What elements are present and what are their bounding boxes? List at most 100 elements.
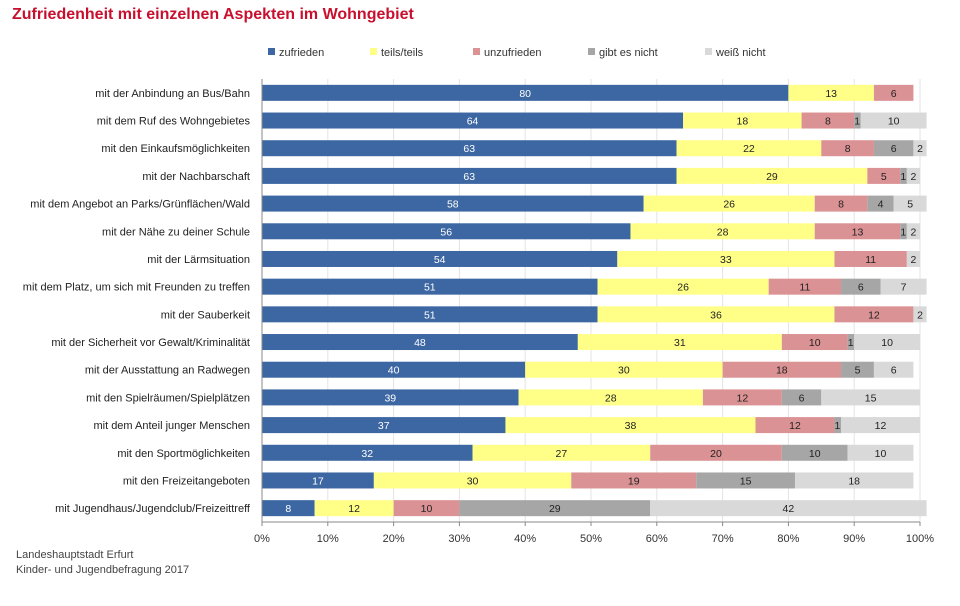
value-label: 2 (917, 143, 923, 155)
value-label: 31 (674, 337, 686, 349)
bar-segment (650, 444, 782, 461)
value-label: 10 (809, 448, 821, 460)
legend-label: unzufrieden (484, 47, 542, 59)
bar-segment (262, 223, 631, 240)
value-label: 37 (378, 420, 390, 432)
x-tick-label: 10% (317, 533, 339, 545)
bar-segment (906, 167, 920, 184)
value-label: 5 (907, 199, 913, 211)
bar-segment (755, 417, 835, 434)
bar-segment (867, 195, 894, 212)
value-label: 10 (881, 337, 893, 349)
bar-segment (650, 500, 927, 517)
bar-segment (505, 417, 756, 434)
category-label: mit den Einkaufsmöglichkeiten (101, 143, 250, 155)
value-label: 51 (424, 282, 436, 294)
value-label: 6 (799, 392, 805, 404)
bar-segment (893, 195, 927, 212)
legend-swatch (268, 48, 275, 55)
category-label: mit dem Ruf des Wohngebietes (97, 116, 251, 128)
bar-segment (262, 167, 677, 184)
bar-segment (841, 361, 874, 378)
bar-segment (597, 306, 835, 323)
value-label: 13 (852, 226, 864, 238)
bar-segment (906, 250, 920, 267)
bar-segment (262, 444, 473, 461)
bar-segment (393, 500, 460, 517)
value-label: 4 (878, 199, 884, 211)
category-label: mit dem Anteil junger Menschen (93, 420, 250, 432)
value-label: 42 (783, 503, 795, 515)
category-label: mit dem Platz, um sich mit Freunden zu t… (23, 282, 250, 294)
value-label: 11 (865, 254, 876, 266)
value-label: 8 (825, 116, 831, 128)
value-label: 10 (809, 337, 821, 349)
value-label: 36 (710, 309, 722, 321)
value-label: 63 (463, 143, 475, 155)
bar-segment (262, 500, 315, 517)
x-tick-label: 90% (843, 533, 865, 545)
category-label: mit der Lärmsituation (147, 254, 250, 266)
value-label: 12 (875, 420, 887, 432)
legend-label: zufrieden (279, 47, 324, 59)
bar-segment (696, 472, 795, 489)
category-label: mit der Sicherheit vor Gewalt/Kriminalit… (51, 337, 250, 349)
bar-segment (525, 361, 723, 378)
value-label: 8 (838, 199, 844, 211)
value-label: 18 (848, 475, 860, 487)
bar-segment (900, 223, 907, 240)
x-tick-label: 70% (712, 533, 734, 545)
x-tick-label: 40% (514, 533, 536, 545)
bar-segment (834, 417, 842, 434)
bar-segment (854, 334, 920, 351)
bar-segment (788, 84, 874, 101)
bar-segment (262, 195, 644, 212)
legend-label: gibt es nicht (599, 47, 658, 59)
bar-segment (801, 112, 855, 129)
value-label: 1 (854, 116, 860, 128)
bar-segment (873, 361, 914, 378)
bar-segment (597, 278, 769, 295)
value-label: 22 (743, 143, 755, 155)
value-label: 54 (434, 254, 446, 266)
bar-segment (643, 195, 815, 212)
chart-title: Zufriedenheit mit einzelnen Aspekten im … (12, 6, 414, 23)
bar-segment (262, 361, 526, 378)
value-label: 20 (710, 448, 722, 460)
legend-label: weiß nicht (715, 47, 766, 59)
bar-segment (262, 334, 578, 351)
bar-segment (722, 361, 842, 378)
source-note: Landeshauptstadt Erfurt Kinder- und Juge… (16, 548, 189, 578)
x-tick-label: 20% (383, 533, 405, 545)
value-label: 6 (891, 88, 897, 100)
bar-segment (860, 112, 927, 129)
value-label: 64 (467, 116, 479, 128)
value-label: 27 (556, 448, 568, 460)
source-line-2: Kinder- und Jugendbefragung 2017 (16, 564, 190, 576)
bar-segment (676, 140, 822, 157)
bar-segment (847, 444, 914, 461)
source-line-1: Landeshauptstadt Erfurt (16, 549, 134, 561)
category-label: mit Jugendhaus/Jugendclub/Freizeittreff (55, 503, 251, 515)
bar-segment (906, 223, 920, 240)
bar-segment (913, 306, 927, 323)
value-label: 10 (875, 448, 887, 460)
category-label: mit dem Angebot an Parks/Grünflächen/Wal… (30, 199, 250, 211)
bar-segment (472, 444, 651, 461)
value-label: 2 (917, 309, 923, 321)
value-label: 5 (855, 365, 861, 377)
value-label: 32 (361, 448, 373, 460)
bar-segment (781, 444, 848, 461)
bar-segment (262, 84, 789, 101)
bar-segment (262, 389, 519, 406)
category-label: mit der Nähe zu deiner Schule (102, 226, 250, 238)
bar-segment (518, 389, 703, 406)
category-label: mit den Spielräumen/Spielplätzen (86, 392, 250, 404)
bar-segment (459, 500, 651, 517)
legend-swatch (705, 48, 712, 55)
value-label: 6 (891, 143, 897, 155)
bar-segment (814, 195, 868, 212)
value-label: 11 (799, 282, 810, 294)
x-tick-label: 50% (580, 533, 602, 545)
